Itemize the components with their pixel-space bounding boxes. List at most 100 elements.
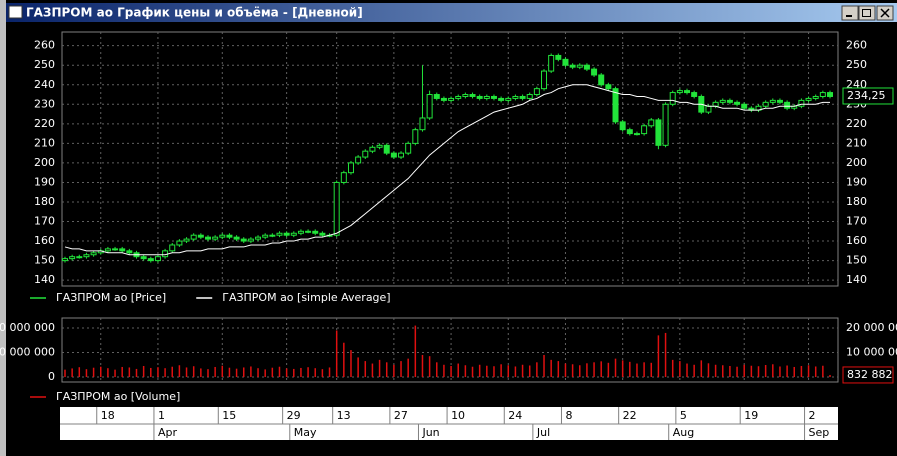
volume-bar	[629, 361, 631, 378]
candle-body	[512, 95, 519, 99]
candle-body	[290, 232, 297, 236]
candle-body	[204, 236, 211, 240]
candle-body	[112, 248, 119, 251]
candle-body	[90, 252, 97, 256]
month-label: Jul	[536, 426, 550, 439]
volume-bar	[114, 369, 116, 378]
candle-body	[734, 101, 741, 105]
x-tick-label: 1	[158, 409, 165, 422]
candle-body	[212, 236, 219, 240]
candle-body	[712, 101, 719, 107]
y-tick-label: 220	[34, 117, 55, 130]
candle-body	[383, 144, 390, 154]
volume-bar	[428, 356, 431, 378]
left-strip	[0, 0, 6, 456]
volume-bar	[700, 360, 703, 378]
candle-body	[190, 234, 197, 240]
candle-body	[555, 54, 562, 60]
y-tick-label: 200	[34, 156, 55, 169]
candle-body	[226, 234, 233, 238]
x-tick-label: 5	[680, 409, 687, 422]
volume-bar	[250, 366, 252, 378]
candle-body	[262, 234, 269, 238]
candle-body	[691, 92, 698, 97]
volume-bar	[278, 366, 281, 378]
last-value-box	[842, 87, 894, 105]
volume-bar	[314, 368, 316, 378]
volume-bar	[371, 363, 374, 378]
window-title: ГАЗПРОМ ао График цены и объёма - [Дневн…	[26, 6, 363, 20]
candle-body	[726, 99, 733, 103]
volume-bar	[421, 354, 424, 378]
last-value-box	[842, 366, 894, 384]
volume-bar	[300, 367, 302, 378]
volume-bar	[614, 358, 617, 378]
candle-body	[455, 95, 462, 99]
candle-body	[104, 248, 111, 252]
candle-body	[598, 74, 605, 86]
x-tick-label: 15	[222, 409, 236, 422]
volume-bar	[107, 368, 109, 378]
candle-body	[626, 129, 633, 135]
month-label: Apr	[158, 426, 178, 439]
y-tick-label: 150	[34, 254, 55, 267]
volume-bar	[121, 366, 123, 378]
candle-body	[562, 58, 569, 66]
month-label: Sep	[809, 426, 830, 439]
month-label: Jun	[421, 426, 439, 439]
volume-bar	[636, 363, 638, 378]
moving-average-line	[64, 84, 830, 256]
volume-bar	[150, 367, 152, 378]
volume-bar	[207, 369, 209, 378]
volume-bar	[814, 366, 817, 378]
volume-bar	[328, 367, 331, 378]
y-tick-label: 250	[34, 58, 55, 71]
app-icon	[8, 5, 23, 19]
volume-bar	[457, 363, 459, 378]
month-label: May	[294, 426, 317, 439]
volume-bar	[164, 368, 166, 378]
volume-bar	[772, 364, 774, 378]
volume-bar	[593, 362, 595, 378]
candle-body	[469, 94, 476, 97]
candle-body	[448, 97, 455, 101]
volume-bar	[500, 364, 502, 378]
candle-body	[483, 95, 490, 99]
candle-body	[305, 230, 312, 233]
candle-body	[662, 103, 669, 146]
candle-body	[583, 64, 590, 70]
title-bar	[6, 3, 897, 22]
volume-bar	[786, 365, 788, 378]
volume-bar	[564, 363, 567, 378]
volume-bar	[757, 366, 760, 378]
volume-bar	[242, 367, 245, 378]
volume-bar	[822, 365, 824, 378]
volume-bar	[829, 374, 831, 378]
x-tick-label: 8	[565, 409, 572, 422]
y-tick-label: 0	[48, 370, 55, 383]
volume-bar	[407, 358, 409, 378]
volume-bar	[385, 362, 388, 378]
candle-body	[140, 256, 147, 260]
candle-body	[798, 99, 805, 107]
y-tick-label: 190	[34, 175, 55, 188]
volume-bar	[335, 330, 338, 378]
maximize-button[interactable]	[858, 5, 876, 21]
candle-body	[612, 88, 619, 123]
volume-bar	[657, 335, 660, 378]
candle-body	[433, 94, 440, 99]
candle-body	[240, 238, 247, 242]
candle-body	[676, 90, 683, 94]
candle-body	[705, 105, 712, 113]
x-tick-label: 13	[337, 409, 351, 422]
legend-label: ГАЗПРОМ ао [simple Average]	[222, 291, 390, 304]
candle-body	[219, 234, 226, 238]
candle-body	[741, 103, 748, 109]
y-tick-label-right: 250	[846, 58, 867, 71]
close-button[interactable]	[876, 5, 894, 21]
volume-bar	[528, 365, 531, 378]
minimize-button[interactable]	[841, 5, 859, 21]
candle-body	[490, 95, 497, 99]
volume-bar	[450, 365, 452, 378]
x-tick-label: 29	[287, 409, 301, 422]
